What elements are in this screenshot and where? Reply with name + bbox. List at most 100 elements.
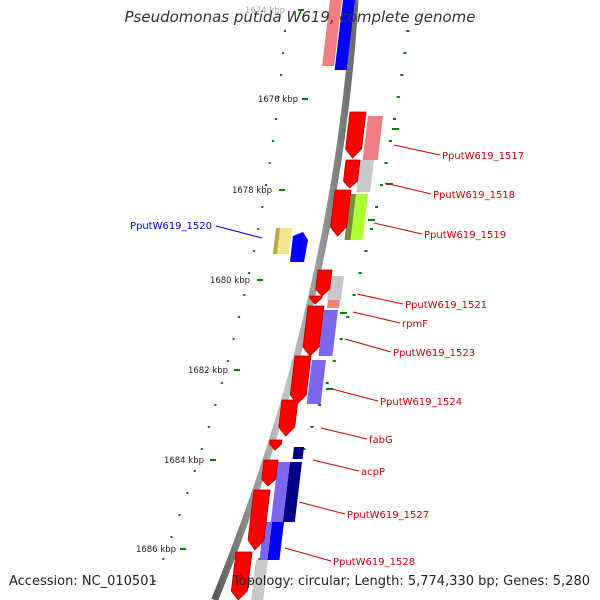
gene-label: PputW619_1517 bbox=[442, 151, 524, 162]
gc-dot-inner bbox=[280, 74, 282, 76]
ruler-tick bbox=[302, 98, 308, 100]
gc-dot-inner bbox=[265, 184, 268, 186]
gc-dash bbox=[326, 388, 333, 390]
gc-dash bbox=[368, 219, 375, 221]
gene-arrow-12 bbox=[230, 551, 253, 600]
label-leader-line bbox=[215, 225, 263, 239]
gene-arrow-9 bbox=[269, 439, 283, 451]
blast-segment-12 bbox=[282, 462, 302, 522]
gene-label: rpmF bbox=[402, 319, 428, 330]
gc-dot-inner bbox=[248, 272, 251, 274]
label-leader-line bbox=[384, 182, 432, 195]
gc-dot-inner bbox=[261, 206, 264, 208]
gene-label: PputW619_1524 bbox=[380, 397, 462, 408]
blast-hit-ring bbox=[251, 0, 383, 600]
gene-label: acpP bbox=[361, 467, 385, 478]
gc-dot-outer bbox=[358, 272, 362, 274]
gc-dash bbox=[340, 312, 347, 314]
ruler-label: 1676 kbp bbox=[258, 95, 298, 105]
ruler-tick bbox=[279, 189, 285, 191]
label-leader-line bbox=[284, 547, 332, 562]
gc-dot-inner bbox=[214, 404, 217, 406]
gene-label: PputW619_1521 bbox=[405, 300, 487, 311]
gc-dot-outer bbox=[346, 316, 350, 318]
blast-segment-6 bbox=[344, 194, 356, 240]
gc-dot-outer bbox=[352, 294, 356, 296]
gc-dot-inner bbox=[232, 338, 235, 340]
label-leader-line bbox=[344, 338, 392, 353]
gc-dot-inner bbox=[162, 558, 165, 560]
blast-segment-13 bbox=[270, 462, 290, 522]
ruler-label: 1686 kbp bbox=[136, 545, 176, 555]
gc-dot-outer bbox=[393, 118, 396, 120]
ruler-tick bbox=[234, 369, 240, 371]
ruler-tick bbox=[257, 279, 263, 281]
ruler-tick bbox=[180, 548, 186, 550]
label-leader-line bbox=[356, 293, 404, 305]
gc-dot-outer bbox=[369, 228, 373, 230]
gc-dot-inner bbox=[200, 448, 203, 450]
gene-arrow-7 bbox=[289, 355, 312, 405]
gc-dot-inner bbox=[226, 360, 229, 362]
gene-arrow-11 bbox=[247, 489, 271, 551]
gc-dot-inner bbox=[268, 162, 271, 164]
gc-dot-inner bbox=[170, 536, 173, 538]
gc-dot-inner bbox=[277, 96, 280, 98]
label-leader-line bbox=[331, 388, 379, 402]
gc-dot-outer bbox=[396, 96, 400, 98]
blast-segment-7 bbox=[327, 276, 344, 300]
blast-segment-2 bbox=[334, 0, 355, 70]
gc-dot-inner bbox=[257, 228, 260, 230]
gc-dot-inner bbox=[178, 514, 181, 516]
gene-label: fabG bbox=[369, 435, 393, 446]
gc-dot-outer bbox=[388, 140, 392, 142]
gc-dot-outer bbox=[339, 338, 343, 340]
genome-summary: Topology: circular; Length: 5,774,330 bp… bbox=[232, 574, 590, 589]
gc-dot-inner bbox=[193, 470, 196, 472]
gc-dot-inner bbox=[282, 52, 285, 54]
label-leader-line bbox=[373, 222, 423, 235]
blast-segment-1 bbox=[322, 0, 342, 66]
gc-skew-track bbox=[153, 30, 410, 582]
blast-segment-3 bbox=[362, 116, 383, 160]
gc-dot-outer bbox=[403, 52, 407, 54]
gc-dot-outer bbox=[384, 162, 388, 164]
blast-segment-16 bbox=[251, 560, 268, 600]
gene-arrow-1520 bbox=[290, 232, 308, 262]
ruler: 1674 kbp 1676 kbp 1678 kbp 1680 kbp 1682 kbp… bbox=[136, 6, 308, 555]
gc-dot-outer bbox=[325, 382, 329, 384]
gc-dot-inner bbox=[207, 426, 210, 428]
blast-segment-1520-edge bbox=[272, 228, 280, 254]
gc-dot-outer bbox=[375, 206, 378, 208]
label-leader-line bbox=[298, 501, 346, 515]
gene-arrow-3 bbox=[330, 189, 352, 237]
ruler-label: 1678 kbp bbox=[232, 186, 272, 196]
gene-label: PputW619_1528 bbox=[333, 557, 415, 568]
ruler-label: 1674 kbp bbox=[245, 6, 285, 16]
blast-segment-9 bbox=[318, 310, 338, 356]
gene-label: PputW619_1520 bbox=[130, 221, 212, 232]
gc-dot-outer bbox=[318, 404, 322, 406]
gene-track bbox=[230, 111, 367, 600]
ruler-label: 1680 kbp bbox=[210, 276, 250, 286]
gene-label: PputW619_1523 bbox=[393, 348, 475, 359]
gene-label: PputW619_1518 bbox=[433, 190, 515, 201]
gc-dot-outer bbox=[379, 184, 383, 186]
blast-segment-10 bbox=[306, 360, 326, 404]
blast-segment-11 bbox=[292, 447, 304, 459]
gc-dot-inner bbox=[283, 30, 286, 32]
gc-dash bbox=[392, 128, 399, 130]
gene-label: PputW619_1527 bbox=[347, 510, 429, 521]
gene-arrow-8 bbox=[278, 399, 299, 437]
gc-dot-inner bbox=[186, 492, 189, 494]
gene-arrow-6 bbox=[302, 305, 325, 357]
gc-dot-inner bbox=[243, 294, 246, 296]
ruler-tick bbox=[210, 459, 216, 461]
gc-dot-inner bbox=[271, 140, 274, 142]
blast-segment-8 bbox=[327, 300, 340, 308]
gc-dot-outer bbox=[310, 426, 314, 428]
gene-arrow-5 bbox=[309, 295, 323, 305]
label-leader-line bbox=[393, 144, 441, 156]
feature-labels: PputW619_1520 PputW619_1517 PputW619_1518 P… bbox=[130, 144, 524, 568]
blast-segment-5 bbox=[350, 194, 368, 240]
